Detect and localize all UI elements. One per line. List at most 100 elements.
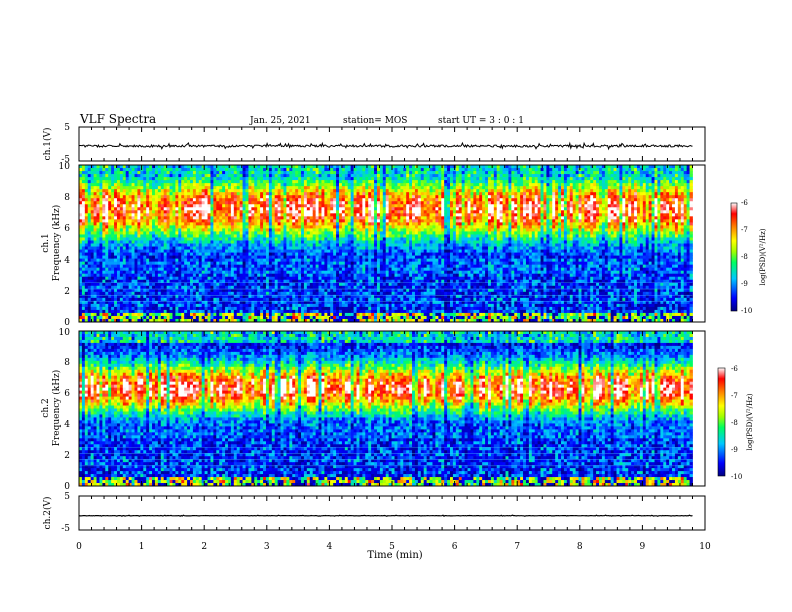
spectrogram-cell — [286, 300, 290, 305]
spectrogram-cell — [242, 201, 246, 205]
spectrogram-cell — [271, 168, 276, 172]
spectrogram-cell — [225, 273, 229, 278]
spectrogram-cell — [96, 189, 100, 193]
spectrogram-cell — [163, 294, 168, 299]
spectrogram-cell — [321, 306, 325, 311]
spectrogram-cell — [341, 222, 346, 226]
spectrogram-cell — [298, 180, 302, 184]
spectrogram-cell — [347, 294, 352, 299]
spectrogram-cell — [219, 213, 223, 217]
spectrogram-cell — [350, 198, 354, 202]
spectrogram-cell — [233, 282, 238, 287]
spectrogram-cell — [146, 258, 150, 263]
spectrogram-cell — [289, 243, 293, 247]
spectrogram-cell — [99, 267, 103, 272]
spectrogram-cell — [210, 225, 214, 229]
spectrogram-cell — [119, 258, 124, 263]
spectrogram-cell — [254, 288, 258, 293]
spectrogram-cell — [274, 270, 279, 275]
spectrogram-cell — [169, 168, 173, 172]
spectrogram-cell — [172, 270, 176, 275]
spectrogram-cell — [169, 312, 173, 317]
spectrogram-cell — [204, 165, 208, 169]
spectrogram-cell — [187, 270, 191, 275]
spectrogram-cell — [298, 276, 302, 281]
spectrogram-cell — [149, 234, 153, 238]
spectrogram-cell — [81, 258, 86, 263]
spectrogram-cell — [81, 189, 86, 193]
spectrogram-cell — [350, 249, 354, 253]
spectrogram-cell — [149, 165, 153, 169]
spectrogram-cell — [315, 282, 319, 287]
spectrogram-cell — [312, 231, 317, 235]
spectrogram-cell — [105, 294, 109, 299]
spectrogram-cell — [280, 312, 284, 317]
spectrogram-cell — [84, 252, 89, 256]
spectrogram-cell — [286, 240, 290, 244]
spectrogram-cell — [333, 165, 337, 169]
spectrogram-cell — [116, 300, 121, 305]
spectrogram-cell — [280, 246, 284, 250]
spectrogram-cell — [347, 276, 352, 281]
spectrogram-cell — [254, 276, 258, 281]
spectrogram-cell — [286, 258, 290, 263]
spectrogram-cell — [160, 243, 165, 247]
spectrogram-cell — [341, 228, 346, 232]
spectrogram-cell — [102, 261, 106, 266]
spectrogram-cell — [96, 318, 100, 323]
spectrogram-cell — [146, 312, 150, 317]
spectrogram-cell — [225, 306, 229, 311]
spectrogram-cell — [260, 309, 264, 314]
spectrogram-cell — [152, 213, 156, 217]
spectrogram-cell — [301, 177, 305, 181]
spectrogram-cell — [227, 216, 232, 220]
spectrogram-cell — [318, 315, 322, 320]
spectrogram-cell — [289, 288, 293, 293]
spectrogram-cell — [254, 210, 258, 214]
spectrogram-cell — [111, 246, 115, 250]
spectrogram-cell — [152, 186, 156, 190]
spectrogram-cell — [286, 303, 290, 308]
spectrogram-cell — [79, 279, 83, 284]
spectrogram-cell — [131, 264, 135, 269]
spectrogram-cell — [257, 309, 261, 314]
spectrogram-cell — [116, 234, 121, 238]
spectrogram-cell — [128, 306, 132, 311]
spectrogram-cell — [315, 204, 319, 208]
spectrogram-cell — [152, 198, 156, 202]
spectrogram-cell — [187, 276, 191, 281]
spectrogram-cell — [125, 204, 130, 208]
spectrogram-cell — [295, 165, 299, 169]
spectrogram-cell — [292, 234, 296, 238]
spectrogram-cell — [312, 318, 317, 323]
spectrogram-cell — [172, 249, 176, 253]
spectrogram-cell — [306, 231, 311, 235]
spectrogram-cell — [154, 207, 159, 211]
spectrogram-cell — [239, 195, 243, 199]
spectrogram-cell — [324, 240, 328, 244]
spectrogram-cell — [134, 249, 138, 253]
spectrogram-cell — [268, 294, 273, 299]
spectrogram-cell — [225, 285, 229, 290]
spectrogram-cell — [169, 195, 173, 199]
spectrogram-cell — [315, 186, 319, 190]
spectrogram-cell — [131, 270, 135, 275]
spectrogram-cell — [87, 288, 92, 293]
spectrogram-cell — [143, 297, 147, 302]
spectrogram-cell — [111, 243, 115, 247]
spectrogram-cell — [219, 294, 223, 299]
spectrogram-cell — [268, 189, 273, 193]
spectrogram-cell — [333, 294, 337, 299]
spectrogram-cell — [318, 318, 322, 323]
spectrogram-cell — [93, 291, 97, 296]
spectrogram-cell — [248, 312, 252, 317]
spectrogram-cell — [236, 267, 241, 272]
spectrogram-cell — [283, 279, 287, 284]
spectrogram-cell — [298, 255, 302, 259]
spectrogram-cell — [227, 171, 232, 175]
date-label: Jan. 25, 2021 — [249, 116, 311, 126]
spectrogram-cell — [230, 297, 235, 302]
spectrogram-cell — [263, 318, 267, 323]
spectrogram-cell — [242, 291, 246, 296]
spectrogram-cell — [131, 210, 135, 214]
